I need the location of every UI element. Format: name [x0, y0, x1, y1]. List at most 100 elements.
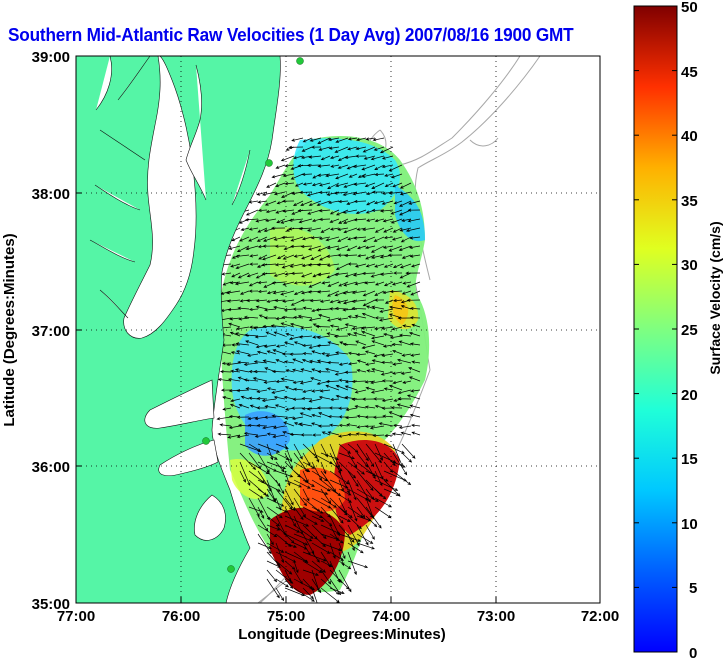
velocity-vector-arrow — [311, 182, 322, 187]
velocity-vector-arrow — [405, 271, 421, 275]
velocity-vector-arrow — [347, 542, 364, 554]
velocity-vector-arrow — [329, 506, 344, 524]
velocity-vector-arrow — [388, 245, 403, 252]
velocity-vector-arrow — [374, 506, 392, 519]
velocity-vector-arrow — [381, 360, 394, 365]
velocity-vector-arrow — [372, 137, 385, 142]
velocity-vector-arrow — [347, 515, 362, 530]
velocity-vector-arrow — [388, 164, 403, 172]
velocity-vector-arrow — [383, 387, 394, 391]
velocity-vector-arrow — [301, 146, 313, 152]
velocity-vector-arrow — [275, 461, 285, 473]
velocity-vector-arrow — [354, 281, 367, 286]
velocity-vector-arrow — [284, 341, 295, 346]
velocity-vector-arrow — [302, 488, 310, 502]
velocity-vector-arrow — [379, 308, 394, 313]
velocity-vector-arrow — [365, 461, 376, 480]
velocity-vector-arrow — [302, 587, 314, 600]
velocity-vector-arrow — [282, 299, 295, 303]
velocity-vector-arrow — [282, 209, 295, 213]
velocity-vector-arrow — [378, 422, 394, 427]
velocity-vector-arrow — [247, 423, 259, 428]
colorbar-tick-label: 50 — [681, 0, 698, 16]
velocity-vector-arrow — [228, 425, 241, 430]
velocity-vector-arrow — [410, 353, 421, 357]
velocity-vector-arrow — [255, 344, 268, 349]
velocity-vector-arrow — [273, 305, 286, 310]
velocity-vector-arrow — [256, 350, 268, 355]
velocity-vector-arrow — [288, 218, 304, 222]
velocity-vector-arrow — [311, 479, 331, 492]
velocity-vector-arrow — [272, 434, 286, 439]
velocity-vector-arrow — [274, 244, 286, 248]
velocity-vector-arrow — [353, 199, 367, 204]
velocity-vector-arrow — [235, 263, 250, 270]
velocity-vector-arrow — [282, 254, 295, 260]
velocity-vector-arrow — [311, 524, 327, 540]
velocity-vector-arrow — [329, 443, 340, 469]
velocity-vector-arrow — [275, 470, 294, 478]
velocity-vector-arrow — [374, 479, 399, 491]
velocity-vector-arrow — [391, 326, 403, 331]
velocity-vector-arrow — [257, 506, 265, 519]
velocity-vector-arrow — [249, 325, 259, 329]
velocity-vector-arrow — [408, 245, 421, 249]
velocity-vector-arrow — [344, 370, 358, 374]
velocity-vector-arrow — [369, 425, 385, 430]
velocity-vector-arrow — [291, 416, 304, 421]
velocity-vector-arrow — [329, 470, 350, 485]
velocity-vector-arrow — [378, 317, 394, 322]
velocity-vector-arrow — [237, 306, 250, 310]
velocity-vector-arrow — [338, 218, 349, 224]
velocity-vector-arrow — [316, 344, 331, 348]
velocity-vector-arrow — [356, 479, 371, 503]
velocity-vector-arrow — [249, 262, 259, 266]
colorbar-tick-label: 20 — [681, 387, 698, 404]
velocity-vector-arrow — [365, 263, 376, 268]
velocity-vector-arrow — [338, 488, 352, 496]
velocity-vector-arrow — [229, 403, 241, 409]
velocity-vector-arrow — [406, 298, 421, 302]
velocity-vector-arrow — [356, 542, 375, 550]
velocity-vector-arrow — [333, 334, 349, 338]
velocity-vector-arrow — [293, 461, 311, 473]
velocity-vector-arrow — [311, 506, 324, 514]
velocity-vector-arrow — [337, 164, 349, 169]
velocity-vector-arrow — [338, 461, 357, 479]
velocity-vector-arrow — [317, 370, 331, 374]
velocity-vector-arrow — [236, 388, 250, 393]
velocity-vector-arrow — [220, 388, 232, 392]
velocity-vector-arrow — [293, 497, 306, 518]
velocity-vector-arrow — [370, 335, 385, 340]
velocity-vector-arrow — [370, 155, 385, 161]
velocity-vector-arrow — [326, 254, 340, 258]
velocity-vector-arrow — [344, 253, 358, 258]
velocity-vector-arrow — [406, 281, 421, 288]
velocity-vector-arrow — [397, 397, 412, 401]
velocity-vector-arrow — [362, 236, 376, 243]
velocity-vector-arrow — [228, 245, 241, 250]
velocity-vector-arrow — [317, 245, 331, 252]
velocity-vector-arrow — [302, 137, 313, 143]
radar-station-marker — [202, 437, 210, 445]
velocity-vector-arrow — [370, 380, 385, 385]
velocity-vector-arrow — [302, 551, 327, 562]
velocity-vector-arrow — [230, 398, 241, 403]
velocity-vector-arrow — [399, 182, 412, 189]
velocity-vector-arrow — [400, 236, 412, 243]
velocity-vector-arrow — [293, 341, 304, 346]
velocity-vector-arrow — [311, 578, 322, 594]
velocity-vector-arrow — [338, 578, 350, 590]
velocity-vector-arrow — [254, 335, 268, 339]
velocity-vector-arrow — [406, 394, 421, 400]
colorbar-tick-label: 0 — [689, 645, 697, 659]
velocity-vector-arrow — [273, 331, 286, 337]
velocity-vector-arrow — [356, 359, 367, 364]
velocity-vector-arrow — [353, 331, 367, 337]
velocity-vector-arrow — [311, 533, 326, 548]
velocity-vector-arrow — [266, 542, 285, 553]
velocity-vector-arrow — [235, 332, 250, 337]
velocity-vector-arrow — [335, 394, 349, 400]
velocity-vector-arrow — [311, 145, 322, 149]
velocity-vector-arrow — [270, 226, 286, 230]
